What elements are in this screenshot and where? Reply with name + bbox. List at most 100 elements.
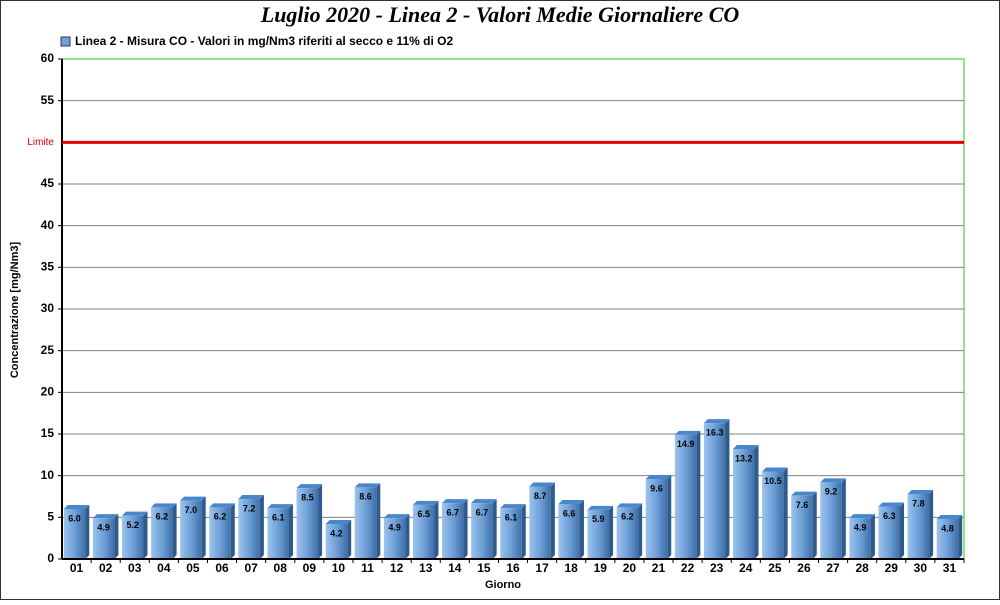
bar-side — [579, 500, 584, 559]
x-tick-label: 06 — [215, 561, 229, 575]
bar-side — [492, 499, 497, 559]
bar-top — [703, 419, 730, 424]
x-tick-label: 24 — [739, 561, 753, 575]
bar-side — [929, 490, 934, 559]
value-label: 7.8 — [912, 498, 925, 508]
bar — [412, 504, 435, 559]
bar-top — [529, 482, 555, 487]
x-tick-label: 12 — [390, 561, 404, 575]
bar-side — [230, 503, 235, 559]
x-tick-label: 25 — [768, 561, 782, 575]
bar — [733, 449, 755, 559]
value-label: 5.2 — [126, 520, 139, 530]
bar — [238, 499, 260, 559]
bar — [500, 508, 522, 559]
bar — [936, 519, 959, 559]
value-label: 6.2 — [214, 512, 227, 522]
bar-top — [121, 511, 148, 516]
x-tick-label: 31 — [943, 561, 957, 575]
bar-side — [114, 514, 119, 559]
bar-side — [288, 504, 293, 559]
value-label: 4.9 — [854, 523, 867, 533]
value-label: 14.9 — [677, 439, 695, 449]
bar-side — [725, 419, 730, 559]
value-label: 16.3 — [706, 428, 724, 438]
x-tick-label: 21 — [652, 561, 666, 575]
bar — [529, 486, 551, 559]
bar-side — [900, 502, 905, 559]
x-tick-label: 30 — [914, 561, 928, 575]
value-label: 8.5 — [301, 493, 314, 503]
bar-side — [958, 515, 963, 559]
x-tick-label: 28 — [855, 561, 869, 575]
x-tick-label: 10 — [332, 561, 346, 575]
bar — [354, 487, 377, 559]
x-tick-label: 19 — [594, 561, 608, 575]
x-tick-label: 13 — [419, 561, 433, 575]
x-tick-label: 23 — [710, 561, 724, 575]
bar-top — [558, 500, 584, 504]
bar — [180, 500, 202, 559]
bar-top — [907, 490, 934, 494]
value-label: 6.1 — [272, 513, 285, 523]
bar — [63, 509, 86, 559]
bar — [645, 479, 668, 559]
bar — [791, 495, 813, 559]
x-tick-label: 18 — [565, 561, 579, 575]
bar — [849, 518, 871, 559]
bar — [442, 503, 464, 559]
y-tick-label: 40 — [41, 218, 55, 232]
value-label: 6.3 — [883, 511, 896, 521]
bar-side — [463, 499, 468, 559]
x-tick-label: 17 — [535, 561, 549, 575]
x-tick-label: 22 — [681, 561, 695, 575]
value-label: 8.6 — [359, 492, 372, 502]
bar-top — [92, 514, 119, 519]
y-tick-label: 20 — [41, 385, 55, 399]
bar-top — [820, 478, 846, 483]
value-label: 4.8 — [941, 523, 954, 533]
bar-top — [209, 503, 235, 508]
bar-top — [616, 503, 643, 508]
bar — [383, 518, 406, 559]
x-tick-label: 07 — [244, 561, 258, 575]
bar-side — [783, 467, 788, 559]
bar — [558, 504, 580, 559]
value-label: 6.2 — [621, 512, 634, 522]
value-label: 7.2 — [243, 503, 256, 513]
y-tick-label: 55 — [41, 93, 55, 107]
x-tick-label: 03 — [128, 561, 142, 575]
bar — [616, 507, 639, 559]
x-axis-label: Giorno — [485, 579, 521, 591]
bar-top — [762, 467, 788, 472]
bar-top — [412, 500, 439, 505]
bar-top — [63, 505, 90, 509]
bar — [121, 515, 144, 559]
bar-top — [733, 445, 759, 449]
value-label: 4.9 — [97, 523, 110, 533]
value-label: 6.7 — [476, 508, 489, 518]
value-label: 10.5 — [764, 476, 782, 486]
bar-top — [151, 503, 177, 508]
y-tick-label: 30 — [41, 301, 55, 315]
bar-side — [172, 503, 177, 559]
bar — [471, 503, 493, 559]
value-label: 6.7 — [447, 508, 460, 518]
x-tick-label: 14 — [448, 561, 462, 575]
bar-side — [143, 511, 148, 559]
bar-top — [180, 496, 206, 501]
bar-top — [587, 505, 614, 510]
bar-top — [354, 483, 381, 488]
bar-side — [85, 505, 90, 559]
bar-side — [870, 514, 875, 559]
value-label: 5.9 — [592, 514, 605, 524]
y-tick-label: 35 — [41, 260, 55, 274]
bar-side — [841, 478, 846, 559]
x-tick-label: 02 — [99, 561, 113, 575]
bar-side — [376, 483, 381, 559]
bar-top — [325, 520, 352, 524]
bar-side — [609, 505, 614, 559]
bar-side — [434, 500, 439, 559]
bar-top — [849, 514, 875, 519]
legend-label: Linea 2 - Misura CO - Valori in mg/Nm3 r… — [75, 34, 453, 48]
